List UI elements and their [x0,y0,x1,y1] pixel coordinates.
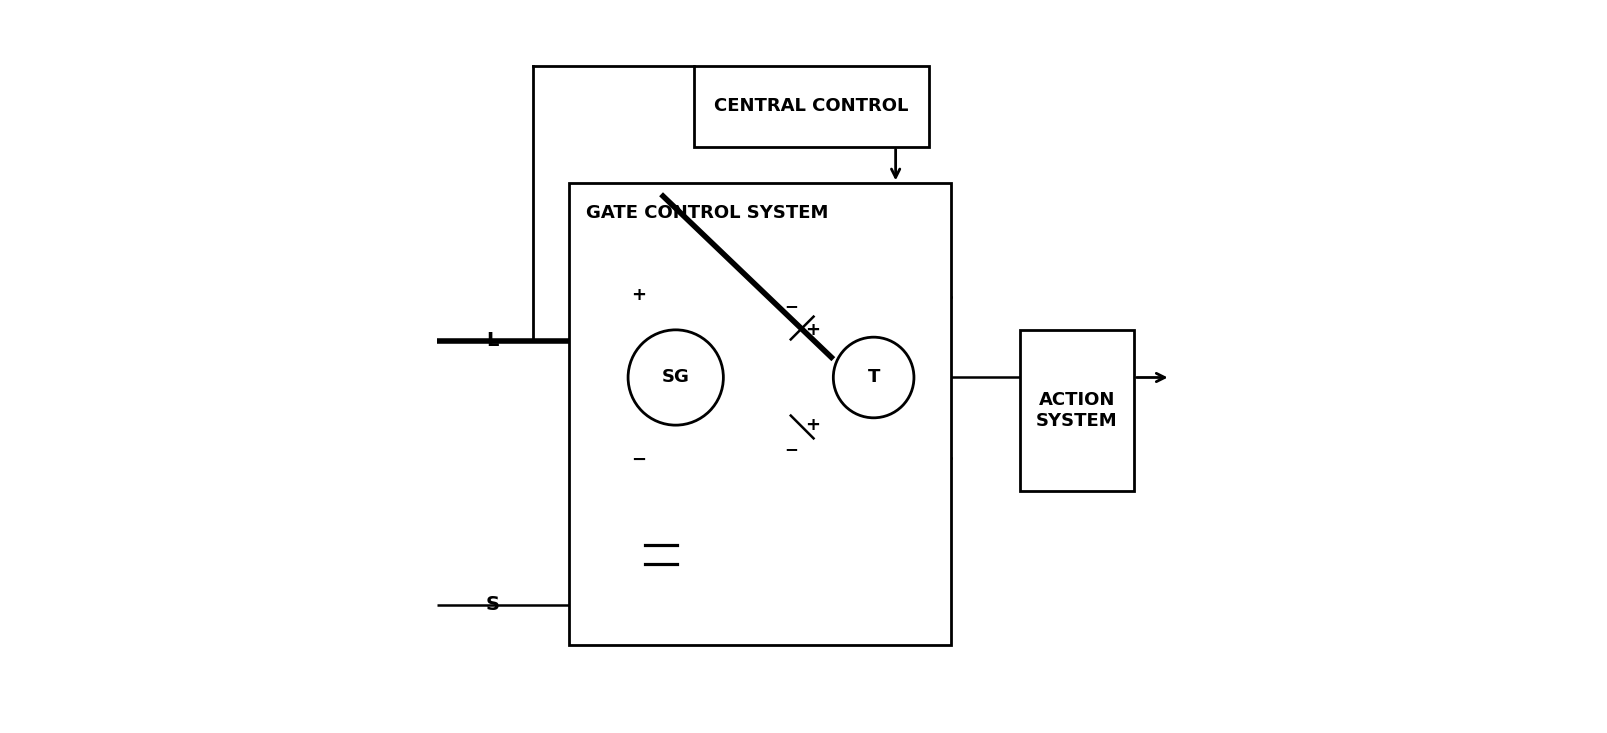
Text: +: + [632,286,646,303]
Text: T: T [866,369,879,386]
Text: −: − [784,440,797,458]
Text: +: + [805,321,820,339]
Text: +: + [805,416,820,434]
Text: ACTION
SYSTEM: ACTION SYSTEM [1035,391,1117,430]
Text: −: − [784,297,797,315]
Text: CENTRAL CONTROL: CENTRAL CONTROL [714,97,908,115]
Text: SG: SG [662,369,689,386]
Text: −: − [632,452,646,469]
Text: GATE CONTROL SYSTEM: GATE CONTROL SYSTEM [585,204,828,222]
FancyBboxPatch shape [1019,330,1133,491]
Text: L: L [485,331,498,350]
Text: S: S [485,595,500,614]
Circle shape [628,330,723,425]
FancyBboxPatch shape [569,183,950,645]
FancyBboxPatch shape [694,66,927,147]
Circle shape [832,337,913,418]
